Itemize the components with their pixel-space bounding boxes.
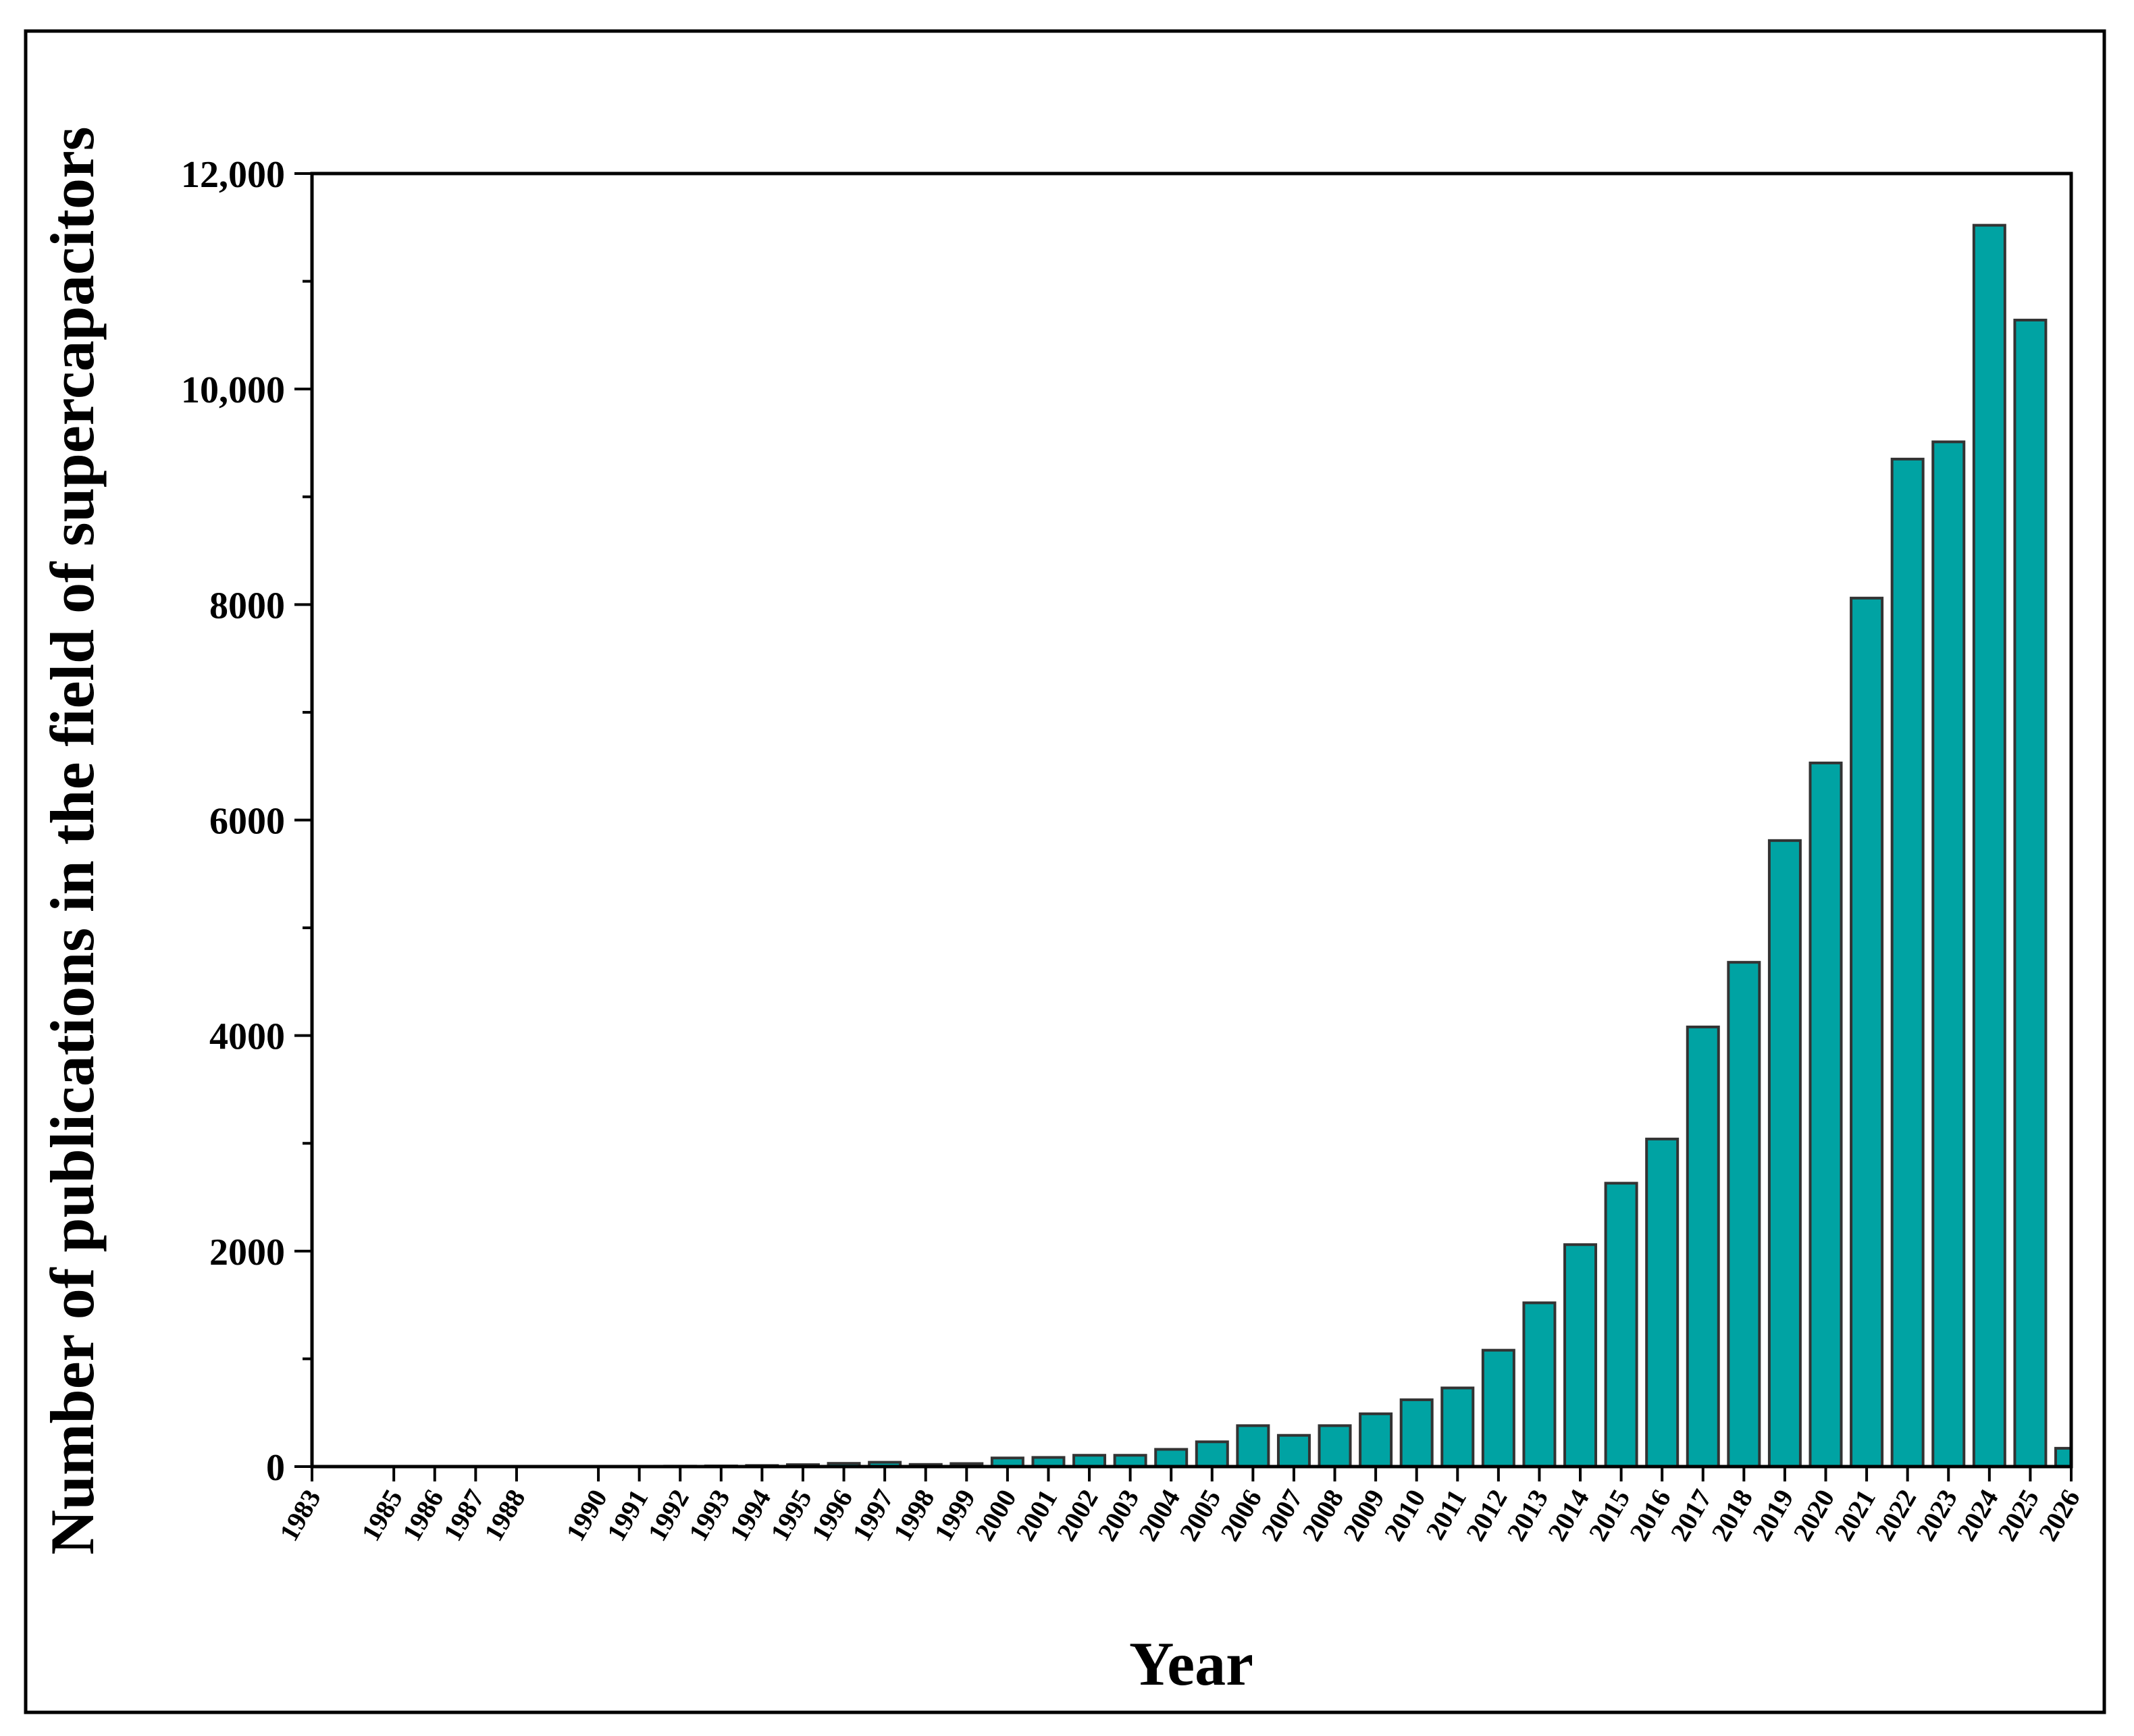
bar-2026 <box>2054 1446 2073 1469</box>
bar-2003 <box>1113 1454 1147 1468</box>
bar-2011 <box>1440 1386 1475 1468</box>
bar-2007 <box>1276 1433 1311 1469</box>
bar-2019 <box>1767 839 1802 1468</box>
y-tick-label-12000: 12,000 <box>181 154 285 196</box>
bar-2005 <box>1195 1440 1229 1469</box>
y-tick-label-2000: 2000 <box>209 1232 285 1273</box>
bar-2004 <box>1154 1448 1189 1468</box>
bar-2006 <box>1236 1424 1270 1469</box>
bar-2017 <box>1686 1025 1720 1468</box>
y-axis: 0 2000 4000 6000 8000 10,000 12,000 <box>181 154 312 1489</box>
y-tick-label-0: 0 <box>266 1447 285 1489</box>
bar-2014 <box>1563 1243 1598 1468</box>
bar-2022 <box>1890 457 1925 1468</box>
bar-2023 <box>1931 440 1966 1468</box>
y-axis-title: Number of publications in the field of s… <box>38 126 107 1554</box>
bar-2020 <box>1808 761 1843 1468</box>
plot-area-frame <box>310 172 2073 1469</box>
bar-2012 <box>1481 1348 1515 1469</box>
bar-2025 <box>2013 319 2048 1468</box>
bar-2008 <box>1318 1424 1352 1469</box>
y-tick-label-4000: 4000 <box>209 1016 285 1058</box>
y-tick-label-8000: 8000 <box>209 585 285 627</box>
bar-2021 <box>1850 596 1884 1469</box>
bar-2010 <box>1399 1398 1434 1469</box>
bar-2009 <box>1359 1412 1393 1469</box>
x-axis-title: Year <box>1129 1629 1253 1698</box>
bar-2016 <box>1645 1137 1680 1469</box>
bar-2015 <box>1604 1182 1638 1468</box>
bar-2013 <box>1522 1301 1557 1469</box>
y-tick-label-10000: 10,000 <box>181 369 285 411</box>
bar-2002 <box>1072 1454 1107 1468</box>
y-tick-label-6000: 6000 <box>209 801 285 843</box>
bar-2018 <box>1727 961 1761 1468</box>
bar-2024 <box>1972 223 2006 1469</box>
